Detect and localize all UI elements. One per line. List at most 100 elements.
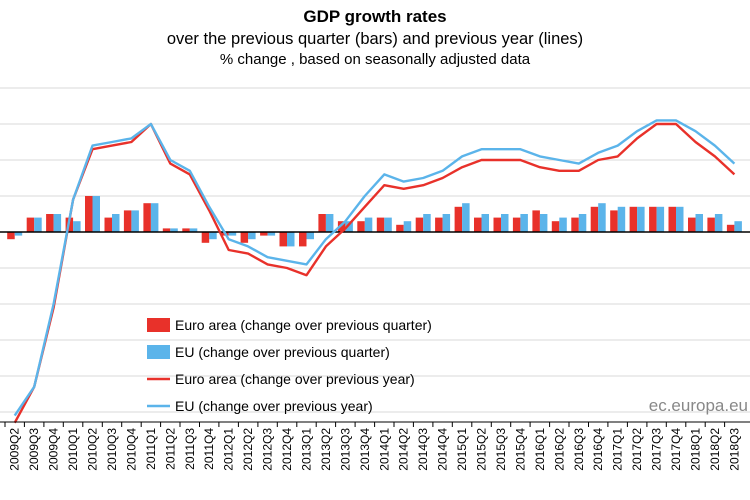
legend-swatch-bar bbox=[147, 345, 170, 359]
bar-eu-qoq bbox=[403, 221, 412, 232]
bar-euro-area-qoq bbox=[512, 217, 521, 232]
bar-eu-qoq bbox=[656, 206, 665, 232]
bar-eu-qoq bbox=[462, 203, 470, 232]
bar-eu-qoq bbox=[287, 232, 295, 247]
x-tick-label: 2011Q2 bbox=[163, 428, 177, 470]
line-eu-yoy bbox=[13, 119, 736, 417]
bar-euro-area-qoq bbox=[240, 232, 249, 243]
x-tick-label: 2012Q3 bbox=[261, 428, 275, 471]
source-label: ec.europa.eu bbox=[649, 396, 748, 415]
line-series bbox=[13, 119, 736, 424]
x-tick-label: 2015Q4 bbox=[513, 428, 527, 471]
bar-euro-area-qoq bbox=[143, 203, 151, 232]
x-tick-label: 2011Q4 bbox=[202, 428, 216, 470]
x-tick-label: 2009Q3 bbox=[27, 428, 41, 471]
x-tick-label: 2011Q1 bbox=[144, 428, 158, 470]
x-tick-label: 2009Q2 bbox=[8, 428, 22, 471]
legend-label: EU (change over previous quarter) bbox=[175, 344, 390, 360]
bar-eu-qoq bbox=[248, 232, 256, 240]
bar-eu-qoq bbox=[539, 214, 548, 232]
bar-euro-area-qoq bbox=[260, 232, 268, 236]
bar-euro-area-qoq bbox=[318, 214, 326, 232]
chart-title-block: GDP growth rates over the previous quart… bbox=[0, 6, 750, 70]
bar-euro-area-qoq bbox=[299, 232, 307, 247]
x-tick-label: 2013Q2 bbox=[319, 428, 333, 471]
bar-euro-area-qoq bbox=[610, 210, 618, 232]
bar-eu-qoq bbox=[228, 232, 237, 236]
x-tick-label: 2010Q1 bbox=[66, 428, 80, 471]
bar-euro-area-qoq bbox=[571, 217, 579, 232]
x-tick-label: 2016Q1 bbox=[533, 428, 547, 471]
bar-euro-area-qoq bbox=[726, 224, 735, 232]
bar-euro-area-qoq bbox=[707, 217, 715, 232]
bar-euro-area-qoq bbox=[435, 217, 443, 232]
legend-label: EU (change over previous year) bbox=[175, 398, 373, 414]
bar-eu-qoq bbox=[92, 196, 100, 232]
line-euro-area-yoy bbox=[13, 122, 736, 424]
bar-euro-area-qoq bbox=[415, 217, 424, 232]
bar-euro-area-qoq bbox=[668, 206, 676, 232]
x-tick-label: 2017Q2 bbox=[630, 428, 644, 471]
x-tick-label: 2014Q1 bbox=[377, 428, 391, 471]
x-tick-label: 2016Q3 bbox=[572, 428, 586, 471]
bar-euro-area-qoq bbox=[357, 221, 365, 232]
bar-eu-qoq bbox=[150, 203, 159, 232]
x-tick-label: 2016Q2 bbox=[552, 428, 566, 471]
x-tick-label: 2018Q2 bbox=[708, 428, 722, 471]
x-tick-label: 2012Q2 bbox=[241, 428, 255, 471]
x-tick-label: 2013Q1 bbox=[300, 428, 314, 471]
bar-eu-qoq bbox=[695, 214, 703, 232]
bar-euro-area-qoq bbox=[590, 206, 599, 232]
bar-euro-area-qoq bbox=[551, 221, 560, 232]
bar-series bbox=[7, 196, 742, 247]
x-tick-label: 2013Q3 bbox=[338, 428, 352, 471]
bar-euro-area-qoq bbox=[85, 196, 93, 232]
bar-euro-area-qoq bbox=[474, 217, 482, 232]
bar-eu-qoq bbox=[637, 206, 645, 232]
x-tick-label: 2015Q1 bbox=[455, 428, 469, 471]
bar-eu-qoq bbox=[676, 206, 684, 232]
x-tick-labels: 2009Q2 2009Q3 2009Q4 2010Q1 2010Q2 2010Q3 2010… bbox=[0, 421, 750, 471]
bar-euro-area-qoq bbox=[201, 232, 210, 243]
x-tick-label: 2011Q3 bbox=[183, 428, 197, 470]
x-tick-label: 2010Q3 bbox=[105, 428, 119, 471]
chart-title: GDP growth rates bbox=[303, 7, 447, 26]
legend-swatch-bar bbox=[147, 318, 170, 332]
chart-note: % change , based on seasonally adjusted … bbox=[219, 51, 531, 68]
bar-euro-area-qoq bbox=[532, 210, 540, 232]
bar-eu-qoq bbox=[325, 214, 334, 232]
legend-label: Euro area (change over previous year) bbox=[175, 371, 415, 387]
bar-euro-area-qoq bbox=[104, 217, 112, 232]
x-tick-label: 2017Q3 bbox=[650, 428, 664, 471]
bar-eu-qoq bbox=[112, 214, 120, 232]
bar-euro-area-qoq bbox=[396, 224, 404, 232]
bar-euro-area-qoq bbox=[162, 228, 171, 232]
bar-eu-qoq bbox=[481, 214, 489, 232]
x-tick-label: 2015Q3 bbox=[494, 428, 508, 471]
bar-euro-area-qoq bbox=[123, 210, 132, 232]
bar-euro-area-qoq bbox=[649, 206, 657, 232]
bar-eu-qoq bbox=[131, 210, 139, 232]
bar-eu-qoq bbox=[384, 217, 392, 232]
bar-eu-qoq bbox=[34, 217, 42, 232]
x-tick-label: 2017Q1 bbox=[611, 428, 625, 471]
bar-eu-qoq bbox=[423, 214, 431, 232]
bar-eu-qoq bbox=[520, 214, 528, 232]
x-tick-label: 2017Q4 bbox=[669, 428, 683, 471]
bar-eu-qoq bbox=[14, 232, 23, 236]
bar-eu-qoq bbox=[714, 214, 723, 232]
legend: Euro area (change over previous quarter)… bbox=[147, 317, 432, 414]
bar-eu-qoq bbox=[170, 228, 178, 232]
bar-euro-area-qoq bbox=[337, 221, 346, 232]
bar-eu-qoq bbox=[209, 232, 217, 240]
bar-euro-area-qoq bbox=[7, 232, 15, 240]
x-tick-label: 2012Q1 bbox=[222, 428, 236, 471]
x-tick-label: 2014Q3 bbox=[416, 428, 430, 471]
bar-eu-qoq bbox=[267, 232, 276, 236]
bar-eu-qoq bbox=[617, 206, 626, 232]
bar-eu-qoq bbox=[364, 217, 373, 232]
bar-eu-qoq bbox=[598, 203, 606, 232]
x-tick-label: 2014Q2 bbox=[397, 428, 411, 471]
bar-euro-area-qoq bbox=[182, 228, 190, 232]
